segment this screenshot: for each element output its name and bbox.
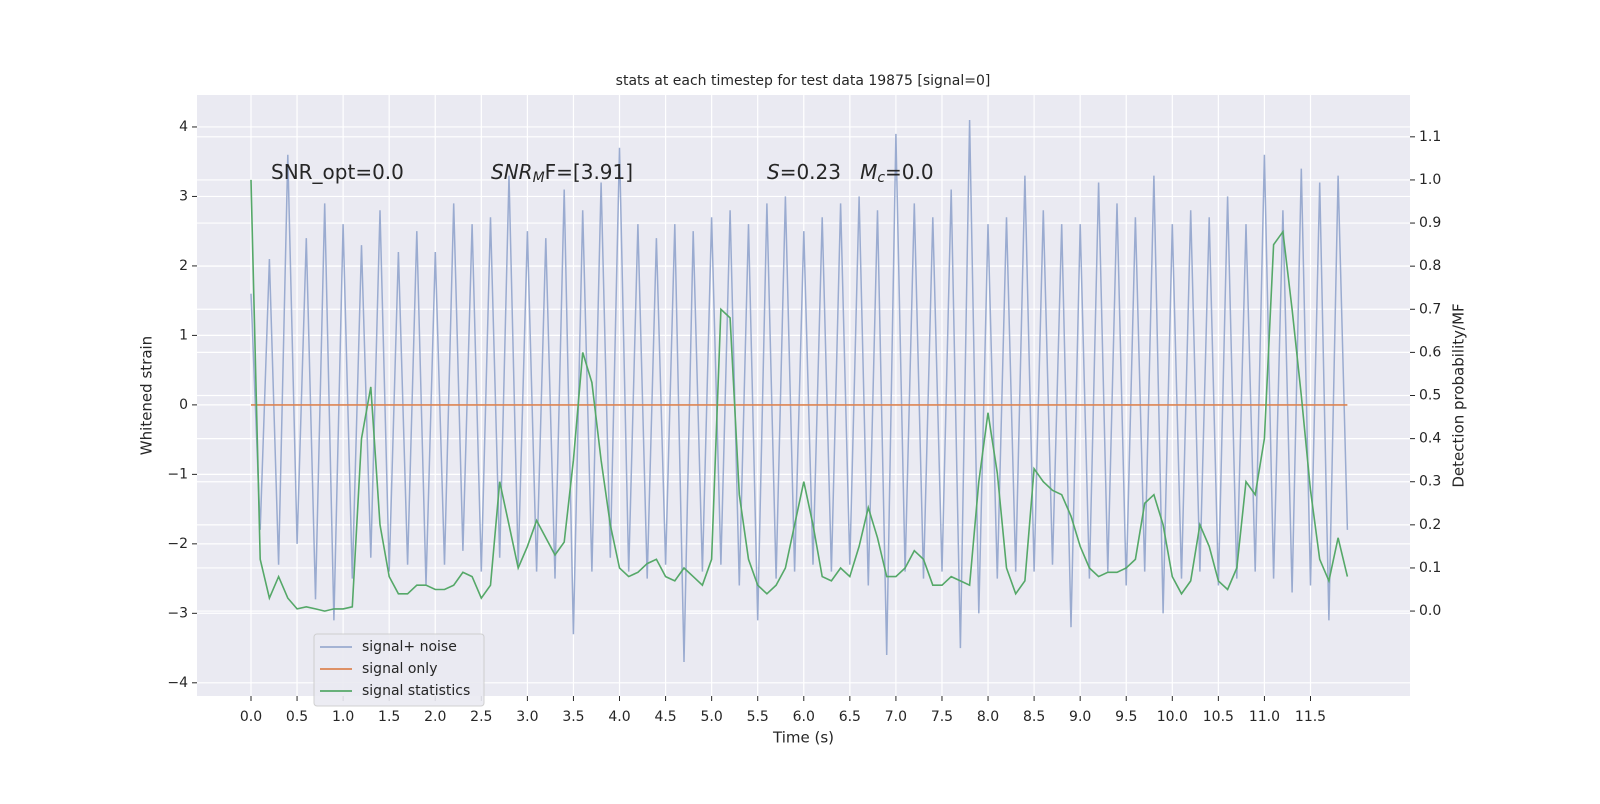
x-tick-label: 8.5 [1023, 709, 1045, 725]
legend-label: signal statistics [362, 683, 470, 699]
x-tick-label: 9.0 [1069, 709, 1091, 725]
x-tick-label: 3.5 [562, 709, 584, 725]
y2-tick-label: 1.0 [1419, 172, 1441, 188]
x-tick-label: 10.5 [1203, 709, 1234, 725]
annotation-part: M [860, 160, 877, 184]
x-tick-label: 1.0 [332, 709, 354, 725]
y2-tick-label: 0.0 [1419, 603, 1441, 619]
x-tick-label: 1.5 [378, 709, 400, 725]
chart-title: stats at each timestep for test data 198… [616, 73, 991, 89]
y2-tick-label: 0.3 [1419, 474, 1441, 490]
x-tick-label: 3.0 [516, 709, 538, 725]
y2-tick-label: 0.9 [1419, 215, 1441, 231]
annotation-part: SNR [491, 160, 533, 184]
x-tick-label: 2.5 [470, 709, 492, 725]
series-line [250, 179, 1349, 612]
y-tick-label: 2 [179, 258, 188, 274]
y-tick-label: −2 [167, 536, 188, 552]
x-tick-label: 5.0 [701, 709, 723, 725]
legend-label: signal only [362, 661, 437, 677]
y2-tick-label: 0.2 [1419, 517, 1441, 533]
x-tick-label: 7.0 [885, 709, 907, 725]
y-tick-label: −4 [167, 675, 188, 691]
annotation: SNR_opt=0.0 [271, 160, 404, 184]
annotation-part: F=[3.91] [545, 160, 633, 184]
x-axis-label: Time (s) [772, 729, 834, 747]
x-tick-label: 0.5 [286, 709, 308, 725]
x-tick-label: 0.0 [240, 709, 262, 725]
y2-tick-label: 0.4 [1419, 431, 1441, 447]
x-tick-label: 5.5 [747, 709, 769, 725]
y-axis-label: Whitened strain [138, 336, 156, 455]
y2-tick-label: 0.8 [1419, 258, 1441, 274]
y-tick-label: 1 [179, 327, 188, 343]
y-tick-label: 4 [179, 119, 188, 135]
annotation-part: M [533, 170, 545, 186]
y2-tick-label: 0.6 [1419, 344, 1441, 360]
x-tick-label: 8.0 [977, 709, 999, 725]
y-tick-label: −3 [167, 605, 188, 621]
y2-axis-label: Detection probability/MF [1450, 303, 1468, 487]
y2-tick-label: 0.1 [1419, 560, 1441, 576]
annotation-part: SNR_opt=0.0 [271, 160, 404, 184]
annotation-part: =0.23 [780, 160, 860, 184]
x-tick-label: 4.0 [608, 709, 630, 725]
x-tick-label: 9.5 [1115, 709, 1137, 725]
legend-box [313, 633, 485, 707]
x-tick-label: 7.5 [931, 709, 953, 725]
legend-label: signal+ noise [362, 639, 457, 655]
annotation-part: =0.0 [885, 160, 934, 184]
x-tick-label: 4.5 [654, 709, 676, 725]
x-tick-label: 2.0 [424, 709, 446, 725]
annotation: SNRMF=[3.91] [491, 160, 633, 187]
y2-tick-label: 1.1 [1419, 129, 1441, 145]
annotation-part: c [877, 170, 885, 186]
x-tick-label: 11.5 [1295, 709, 1326, 725]
series-line [250, 119, 1349, 663]
y2-tick-label: 0.7 [1419, 301, 1441, 317]
y2-tick-label: 0.5 [1419, 388, 1441, 404]
y-tick-label: −1 [167, 466, 188, 482]
x-tick-label: 6.5 [839, 709, 861, 725]
x-tick-label: 10.0 [1157, 709, 1188, 725]
x-tick-label: 6.0 [793, 709, 815, 725]
annotation: S=0.23 Mc=0.0 [767, 160, 934, 187]
y-tick-label: 0 [179, 397, 188, 413]
annotation-part: S [767, 160, 780, 184]
x-tick-label: 11.0 [1249, 709, 1280, 725]
y-tick-label: 3 [179, 188, 188, 204]
